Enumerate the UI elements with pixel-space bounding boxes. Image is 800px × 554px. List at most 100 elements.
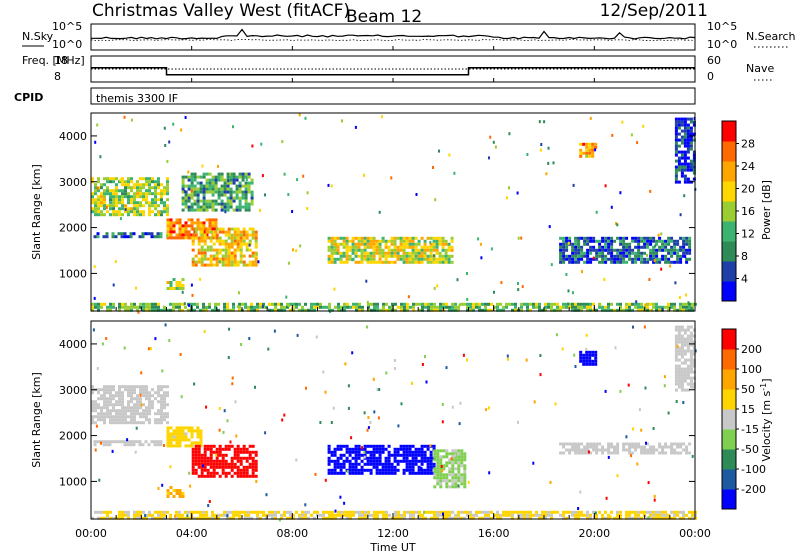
- heatmap-cell: [157, 394, 160, 398]
- heatmap-speckle: [520, 236, 523, 240]
- heatmap-cell: [191, 468, 195, 472]
- heatmap-cell: [631, 445, 635, 449]
- heatmap-cell: [277, 308, 280, 312]
- heatmap-cell: [649, 510, 652, 514]
- heatmap-cell: [239, 456, 243, 460]
- heatmap-cell: [226, 172, 230, 176]
- heatmap-cell: [212, 444, 216, 448]
- heatmap-cell: [166, 432, 170, 436]
- heatmap-cell: [197, 239, 201, 243]
- heatmap-cell: [451, 452, 455, 456]
- heatmap-cell: [583, 254, 587, 258]
- heatmap-cell: [457, 510, 460, 514]
- heatmap-cell: [157, 192, 160, 196]
- heatmap-cell: [184, 221, 188, 225]
- heatmap-cell: [517, 510, 520, 514]
- heatmap-cell: [136, 412, 139, 416]
- heatmap-cell: [120, 232, 124, 236]
- heatmap-cell: [139, 201, 142, 205]
- heatmap-cell: [127, 385, 130, 389]
- heatmap-cell: [127, 421, 130, 425]
- heatmap-cell: [148, 302, 151, 306]
- heatmap-cell: [625, 442, 629, 446]
- heatmap-cell: [658, 305, 661, 309]
- heatmap-cell: [432, 236, 436, 240]
- heatmap-cell: [102, 443, 106, 447]
- heatmap-cell: [215, 236, 219, 240]
- heatmap-speckle: [555, 333, 558, 337]
- heatmap-cell: [351, 456, 355, 460]
- heatmap-cell: [677, 156, 681, 160]
- heatmap-cell: [594, 145, 598, 149]
- heatmap-cell: [160, 189, 163, 193]
- heatmap-cell: [363, 447, 367, 451]
- heatmap-cell: [574, 260, 578, 264]
- heatmap-cell: [673, 302, 676, 306]
- heatmap-cell: [239, 462, 243, 466]
- heatmap-cell: [109, 192, 112, 196]
- heatmap-cell: [520, 510, 523, 514]
- heatmap-cell: [680, 355, 684, 359]
- heatmap-cell: [674, 159, 678, 163]
- heatmap-cell: [357, 444, 361, 448]
- heatmap-cell: [181, 187, 185, 191]
- heatmap-cell: [616, 248, 620, 252]
- heatmap-speckle: [441, 420, 444, 424]
- heatmap-cell: [375, 251, 379, 255]
- heatmap-speckle: [638, 408, 641, 412]
- heatmap-speckle: [205, 405, 208, 409]
- heatmap-cell: [423, 254, 427, 258]
- heatmap-cell: [327, 459, 331, 463]
- heatmap-cell: [670, 442, 674, 446]
- heatmap-cell: [689, 334, 693, 338]
- heatmap-cell: [677, 334, 681, 338]
- heatmap-cell: [686, 150, 690, 154]
- heatmap-cell: [124, 180, 127, 184]
- heatmap-cell: [625, 516, 628, 520]
- heatmap-cell: [391, 302, 394, 306]
- heatmap-cell: [181, 438, 185, 442]
- heatmap-cell: [496, 308, 499, 312]
- heatmap-cell: [683, 123, 687, 127]
- heatmap-cell: [238, 202, 242, 206]
- heatmap-cell: [676, 242, 680, 246]
- heatmap-cell: [160, 210, 163, 214]
- heatmap-cell: [136, 403, 139, 407]
- heatmap-cell: [677, 144, 681, 148]
- heatmap-cell: [680, 150, 684, 154]
- heatmap-cell: [169, 516, 172, 520]
- heatmap-cell: [148, 189, 151, 193]
- heatmap-cell: [673, 451, 677, 455]
- heatmap-cell: [381, 465, 385, 469]
- heatmap-cell: [187, 205, 191, 209]
- heatmap-cell: [233, 254, 237, 258]
- heatmap-cell: [439, 449, 443, 453]
- heatmap-cell: [218, 462, 222, 466]
- heatmap-cell: [664, 239, 668, 243]
- heatmap-cell: [649, 308, 652, 312]
- heatmap-cell: [127, 198, 130, 202]
- heatmap-cell: [688, 516, 691, 520]
- heatmap-cell: [628, 242, 632, 246]
- heatmap-cell: [150, 235, 154, 239]
- heatmap-cell: [565, 257, 569, 261]
- heatmap-cell: [200, 456, 204, 460]
- heatmap-cell: [682, 513, 685, 517]
- heatmap-cell: [193, 221, 197, 225]
- colorbar-segment: [722, 349, 736, 370]
- velocity-ylabel: Slant Range [km]: [30, 372, 43, 468]
- heatmap-cell: [169, 435, 173, 439]
- heatmap-speckle: [572, 183, 575, 187]
- heatmap-speckle: [682, 401, 685, 404]
- heatmap-cell: [251, 236, 255, 240]
- heatmap-cell: [429, 251, 433, 255]
- heatmap-cell: [426, 447, 430, 451]
- heatmap-speckle: [545, 172, 548, 176]
- heatmap-cell: [336, 465, 340, 469]
- heatmap-cell: [673, 242, 677, 246]
- heatmap-cell: [172, 230, 176, 234]
- heatmap-cell: [339, 257, 343, 261]
- heatmap-cell: [360, 242, 364, 246]
- heatmap-cell: [400, 308, 403, 312]
- heatmap-cell: [109, 177, 112, 181]
